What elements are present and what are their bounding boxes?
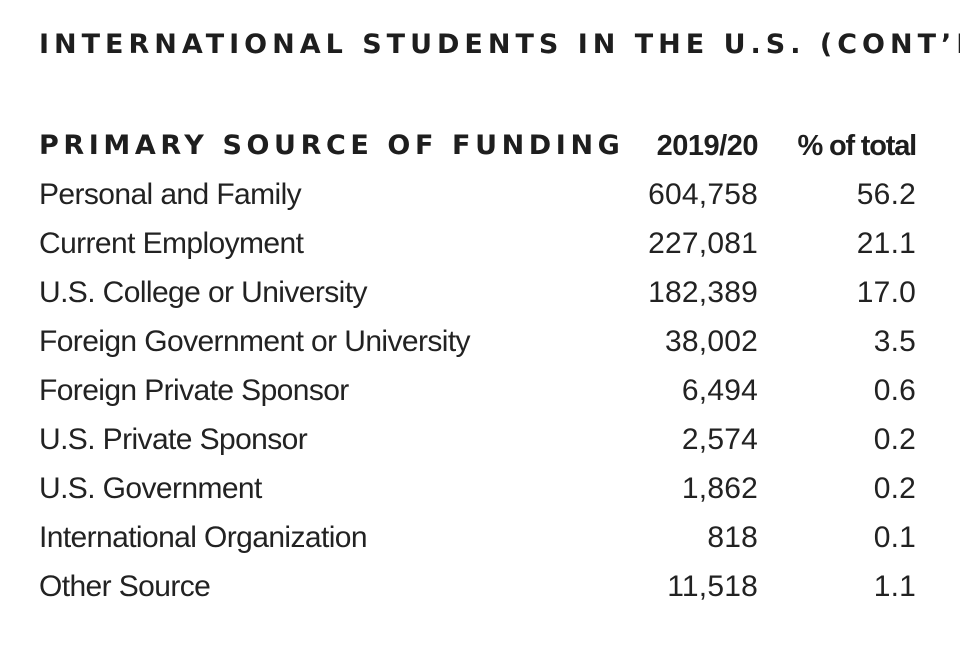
- row-count: 11,518: [667, 570, 758, 603]
- row-percent: 0.2: [873, 472, 916, 505]
- table-header-row: PRIMARY SOURCE OF FUNDING 2019/20 % of t…: [39, 124, 918, 173]
- row-source: Other Source: [39, 570, 211, 603]
- row-percent: 0.1: [873, 521, 916, 554]
- row-percent: 21.1: [856, 227, 916, 260]
- row-percent: 1.1: [873, 570, 916, 603]
- funding-table: PRIMARY SOURCE OF FUNDING 2019/20 % of t…: [39, 124, 918, 614]
- row-source: U.S. College or University: [39, 276, 367, 309]
- row-count: 1,862: [681, 472, 758, 505]
- row-count: 6,494: [681, 374, 758, 407]
- row-count: 182,389: [648, 276, 758, 309]
- row-percent: 3.5: [873, 325, 916, 358]
- row-count: 2,574: [681, 423, 758, 456]
- row-source: U.S. Private Sponsor: [39, 423, 308, 456]
- table-row: Other Source 11,518 1.1: [39, 565, 916, 614]
- table-row: U.S. Government 1,862 0.2: [39, 467, 916, 516]
- row-source: Personal and Family: [39, 178, 302, 211]
- row-percent: 56.2: [856, 178, 916, 211]
- table-row: Personal and Family 604,758 56.2: [39, 173, 916, 222]
- header-primary-source: PRIMARY SOURCE OF FUNDING: [39, 130, 625, 161]
- row-count: 818: [707, 521, 758, 554]
- table-row: Foreign Private Sponsor 6,494 0.6: [39, 369, 916, 418]
- row-percent: 0.6: [873, 374, 916, 407]
- table-row: Current Employment 227,081 21.1: [39, 222, 916, 271]
- page-title: INTERNATIONAL STUDENTS IN THE U.S. (CONT…: [39, 29, 960, 60]
- header-year: 2019/20: [656, 130, 759, 162]
- row-percent: 0.2: [873, 423, 916, 456]
- row-percent: 17.0: [856, 276, 916, 309]
- table-row: International Organization 818 0.1: [39, 516, 916, 565]
- table-row: Foreign Government or University 38,002 …: [39, 320, 916, 369]
- header-percent-of-total: % of total: [797, 130, 918, 162]
- table-row: U.S. Private Sponsor 2,574 0.2: [39, 418, 916, 467]
- row-count: 604,758: [648, 178, 758, 211]
- row-source: Current Employment: [39, 227, 304, 260]
- row-source: International Organization: [39, 521, 368, 554]
- row-count: 227,081: [648, 227, 758, 260]
- row-source: Foreign Government or University: [39, 325, 471, 358]
- row-source: Foreign Private Sponsor: [39, 374, 349, 407]
- row-count: 38,002: [665, 325, 758, 358]
- row-source: U.S. Government: [39, 472, 262, 505]
- table-row: U.S. College or University 182,389 17.0: [39, 271, 916, 320]
